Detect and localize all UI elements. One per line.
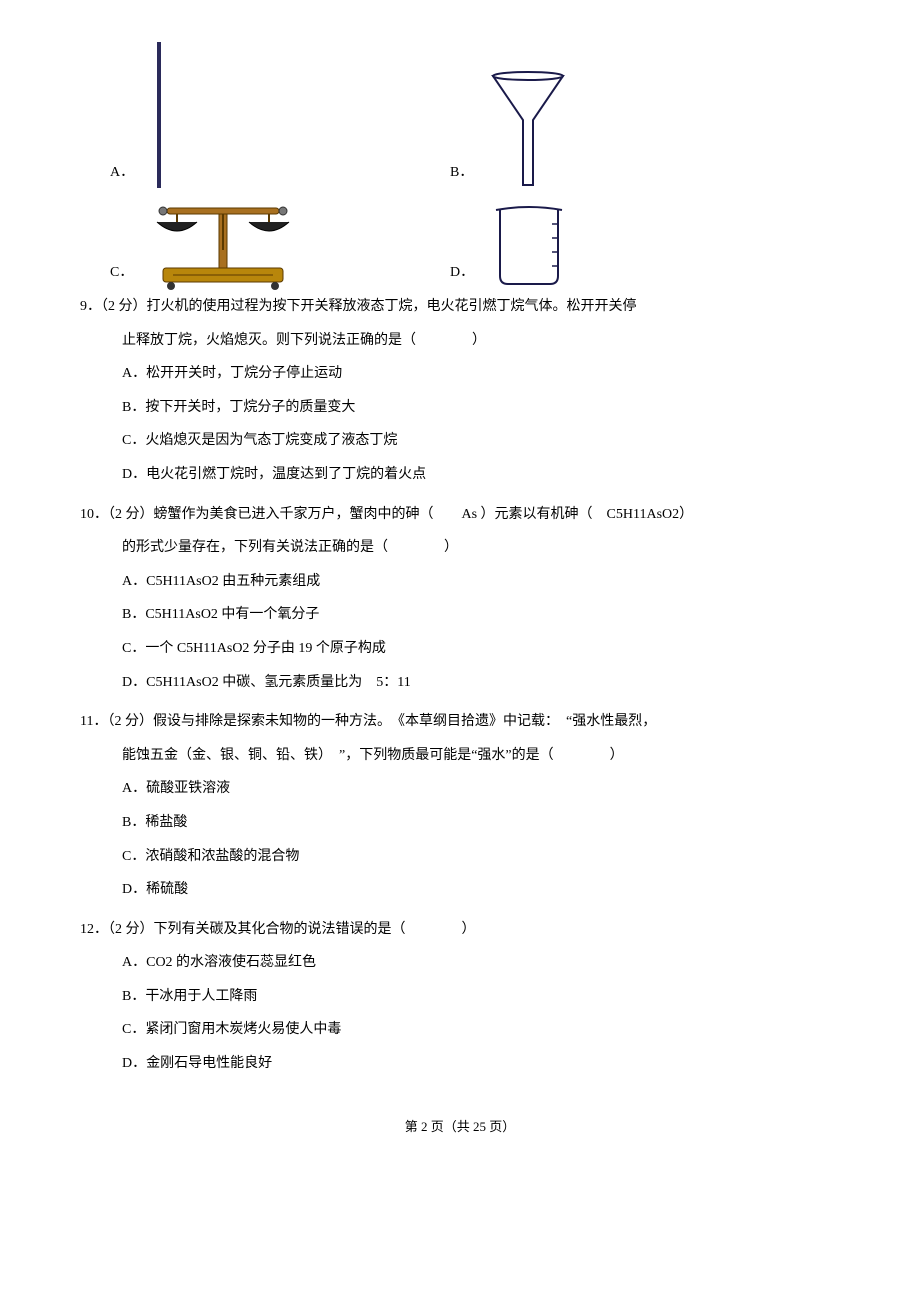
- q12-option-d: D．金刚石导电性能良好: [122, 1047, 840, 1081]
- q9-option-b: B．按下开关时，丁烷分子的质量变大: [122, 391, 840, 425]
- q12-option-a: A．CO2 的水溶液使石蕊显红色: [122, 946, 840, 980]
- q11-stem-line1: 11．（2 分）假设与排除是探索未知物的一种方法。 《本草纲目拾遗》中记载： “…: [80, 705, 840, 739]
- q11-option-c: C．浓硝酸和浓盐酸的混合物: [122, 840, 840, 874]
- options-row-cd: C．: [110, 190, 840, 290]
- q11-option-d: D．稀硫酸: [122, 873, 840, 907]
- q9-number: 9．: [80, 299, 101, 314]
- q9-stem-line2: 止释放丁烷，火焰熄灭。则下列说法正确的是（ ）: [122, 324, 840, 358]
- funnel-icon: [483, 70, 573, 190]
- q11-number: 11．: [80, 714, 107, 729]
- q10-number: 10．: [80, 507, 108, 522]
- page-footer: 第 2 页（共 25 页）: [80, 1111, 840, 1142]
- q9-stem-line1: 9．（2 分）打火机的使用过程为按下开关释放液态丁烷，电火花引燃丁烷气体。松开开…: [80, 290, 840, 324]
- q9-text1: 打火机的使用过程为按下开关释放液态丁烷，电火花引燃丁烷气体。松开开关停: [147, 299, 637, 314]
- balance-scale-icon: [143, 190, 303, 290]
- footer-post: 页）: [486, 1119, 515, 1134]
- question-12: 12．（2 分）下列有关碳及其化合物的说法错误的是（ ） A．CO2 的水溶液使…: [80, 913, 840, 1081]
- footer-pre: 第: [405, 1119, 421, 1134]
- beaker-icon: [484, 200, 574, 290]
- q12-number: 12．: [80, 922, 108, 937]
- q10-option-d: D．C5H11AsO2 中碳、氢元素质量比为 5：11: [122, 666, 840, 700]
- q9-option-d: D．电火花引燃丁烷时，温度达到了丁烷的着火点: [122, 458, 840, 492]
- q12-text1: 下列有关碳及其化合物的说法错误的是（ ）: [154, 922, 476, 937]
- glass-rod-icon: [144, 40, 174, 190]
- q11-stem-line2: 能蚀五金（金、银、铜、铅、铁） ”，下列物质最可能是“强水”的是（ ）: [122, 739, 840, 773]
- q12-option-c: C．紧闭门窗用木炭烤火易使人中毒: [122, 1013, 840, 1047]
- option-a-cell: A．: [110, 40, 450, 190]
- footer-total-pages: 25: [473, 1119, 486, 1134]
- option-d-label: D．: [450, 256, 474, 290]
- question-10: 10．（2 分）螃蟹作为美食已进入千家万户，蟹肉中的砷（ As ）元素以有机砷（…: [80, 498, 840, 700]
- q10-option-a: A．C5H11AsO2 由五种元素组成: [122, 565, 840, 599]
- q11-points: （2 分）: [107, 714, 153, 729]
- option-a-label: A．: [110, 156, 134, 190]
- q11-option-b: B．稀盐酸: [122, 806, 840, 840]
- option-c-label: C．: [110, 256, 133, 290]
- q10-stem-line1: 10．（2 分）螃蟹作为美食已进入千家万户，蟹肉中的砷（ As ）元素以有机砷（…: [80, 498, 840, 532]
- q9-points: （2 分）: [101, 299, 147, 314]
- option-b-label: B．: [450, 156, 473, 190]
- q11-option-a: A．硫酸亚铁溶液: [122, 772, 840, 806]
- q12-stem-line1: 12．（2 分）下列有关碳及其化合物的说法错误的是（ ）: [80, 913, 840, 947]
- q12-option-b: B．干冰用于人工降雨: [122, 980, 840, 1014]
- q11-text1: 假设与排除是探索未知物的一种方法。 《本草纲目拾遗》中记载： “强水性最烈，: [153, 714, 656, 729]
- q10-text1: 螃蟹作为美食已进入千家万户，蟹肉中的砷（ As ）元素以有机砷（ C5H11As…: [154, 507, 694, 522]
- question-9: 9．（2 分）打火机的使用过程为按下开关释放液态丁烷，电火花引燃丁烷气体。松开开…: [80, 290, 840, 492]
- option-d-cell: D．: [450, 200, 790, 290]
- q10-points: （2 分）: [108, 507, 154, 522]
- q9-option-c: C．火焰熄灭是因为气态丁烷变成了液态丁烷: [122, 424, 840, 458]
- option-b-cell: B．: [450, 70, 790, 190]
- q10-option-c: C．一个 C5H11AsO2 分子由 19 个原子构成: [122, 632, 840, 666]
- q10-stem-line2: 的形式少量存在，下列有关说法正确的是（ ）: [122, 531, 840, 565]
- q10-option-b: B．C5H11AsO2 中有一个氧分子: [122, 598, 840, 632]
- q9-option-a: A．松开开关时，丁烷分子停止运动: [122, 357, 840, 391]
- q12-points: （2 分）: [108, 922, 154, 937]
- options-row-ab: A． B．: [110, 40, 840, 190]
- footer-mid: 页（共: [427, 1119, 473, 1134]
- option-c-cell: C．: [110, 190, 450, 290]
- question-11: 11．（2 分）假设与排除是探索未知物的一种方法。 《本草纲目拾遗》中记载： “…: [80, 705, 840, 907]
